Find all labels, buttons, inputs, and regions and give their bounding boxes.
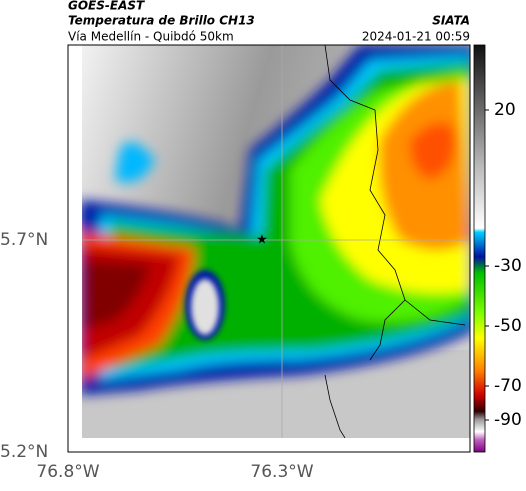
labels: 5.7°N 5.2°N76.8°W 76.3°W 20 -30 -50 -70 -90	[0, 100, 522, 482]
colorbar-label: 20	[494, 100, 516, 120]
lat-label: 5.7°N	[0, 230, 48, 250]
satellite-image: ★	[82, 45, 470, 438]
source: SIATA	[432, 14, 470, 28]
colorbar-label: -90	[494, 410, 522, 430]
lon-label: 76.8°W	[36, 462, 99, 482]
timestamp: 2024-01-21 00:59	[362, 30, 470, 44]
lon-label: 76.3°W	[250, 462, 313, 482]
title: GOES-EAST	[68, 0, 145, 13]
colorbar-label: -50	[494, 316, 522, 336]
svg-text:★: ★	[256, 233, 268, 248]
subtitle: Temperatura de Brillo CH13	[68, 14, 255, 28]
colorbar-label: -70	[494, 376, 522, 396]
colorbar-label: -30	[494, 256, 522, 276]
region: Vía Medellín - Quibdó 50km	[68, 30, 234, 44]
lat-label: 5.2°N	[0, 442, 48, 462]
